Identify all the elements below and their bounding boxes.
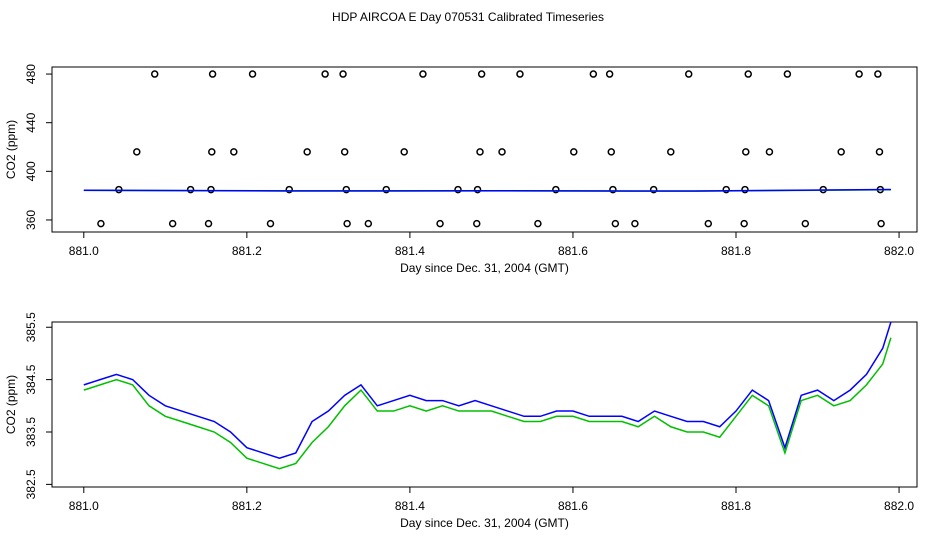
y-tick-label: 384.5	[24, 364, 38, 394]
x-tick-label: 881.6	[558, 244, 588, 258]
point	[208, 148, 216, 156]
point	[570, 148, 578, 156]
point	[473, 219, 481, 228]
y-tick-label: 400	[24, 161, 38, 181]
point	[855, 70, 863, 78]
x-tick-label: 881.8	[721, 244, 751, 258]
point	[498, 148, 506, 156]
point	[150, 70, 159, 78]
plot-frame	[51, 66, 918, 233]
series-line	[83, 188, 891, 192]
point	[208, 70, 217, 78]
point	[436, 219, 444, 228]
point	[382, 185, 391, 194]
x-tick-label: 881.0	[69, 499, 99, 513]
x-axis-label: Day since Dec. 31, 2004 (GMT)	[400, 516, 569, 530]
point	[741, 185, 749, 194]
point	[875, 148, 884, 156]
point	[419, 70, 427, 78]
point	[400, 148, 408, 156]
point	[133, 148, 141, 156]
point	[765, 148, 774, 156]
point	[744, 70, 752, 78]
point	[704, 219, 713, 228]
point	[340, 148, 349, 156]
x-tick-label: 881.4	[395, 244, 425, 258]
point	[631, 219, 639, 228]
point	[248, 70, 257, 78]
y-tick-label: 360	[24, 210, 38, 230]
point	[303, 148, 311, 156]
point	[783, 70, 792, 78]
point	[605, 70, 614, 78]
series-line	[83, 321, 892, 459]
y-axis-label: CO2 (ppm)	[4, 375, 18, 434]
point	[477, 70, 486, 78]
y-tick-label: 385.5	[24, 312, 38, 342]
point	[589, 70, 598, 78]
x-tick-label: 881.2	[232, 244, 262, 258]
point	[97, 219, 105, 228]
y-tick-label: 383.5	[24, 417, 38, 447]
y-tick-label: 440	[24, 112, 38, 132]
point	[684, 70, 693, 78]
x-tick-label: 881.2	[232, 499, 262, 513]
point	[609, 185, 617, 194]
point	[230, 148, 238, 156]
point	[473, 185, 482, 194]
point	[321, 70, 329, 78]
point	[516, 70, 524, 78]
point	[285, 185, 293, 194]
x-tick-label: 881.4	[395, 499, 425, 513]
point	[204, 219, 213, 228]
point	[207, 185, 215, 194]
point	[877, 219, 885, 228]
x-tick-label: 882.0	[884, 244, 914, 258]
y-tick-label: 480	[24, 64, 38, 84]
x-tick-label: 881.0	[69, 244, 99, 258]
point	[607, 148, 616, 156]
point	[343, 219, 351, 228]
point	[874, 70, 882, 78]
point	[611, 219, 620, 228]
y-tick-label: 382.5	[24, 469, 38, 499]
x-axis-label: Day since Dec. 31, 2004 (GMT)	[400, 261, 569, 275]
point	[342, 185, 351, 194]
point	[552, 185, 560, 194]
series-line	[83, 337, 892, 470]
point	[476, 148, 484, 156]
point	[186, 185, 195, 194]
y-axis-label: CO2 (ppm)	[4, 120, 18, 179]
point	[115, 185, 123, 194]
point	[740, 219, 748, 228]
point	[454, 185, 462, 194]
point	[534, 219, 542, 228]
point	[168, 219, 177, 228]
point	[266, 219, 275, 228]
point	[722, 185, 730, 194]
page-title: HDP AIRCOA E Day 070531 Calibrated Times…	[332, 10, 604, 24]
x-tick-label: 882.0	[884, 499, 914, 513]
point	[667, 148, 675, 156]
point	[649, 185, 658, 194]
point	[339, 70, 347, 78]
point	[837, 148, 845, 156]
point	[801, 219, 810, 228]
x-tick-label: 881.8	[721, 499, 751, 513]
x-tick-label: 881.6	[558, 499, 588, 513]
plot-frame	[51, 321, 918, 488]
point	[742, 148, 750, 156]
point	[364, 219, 373, 228]
